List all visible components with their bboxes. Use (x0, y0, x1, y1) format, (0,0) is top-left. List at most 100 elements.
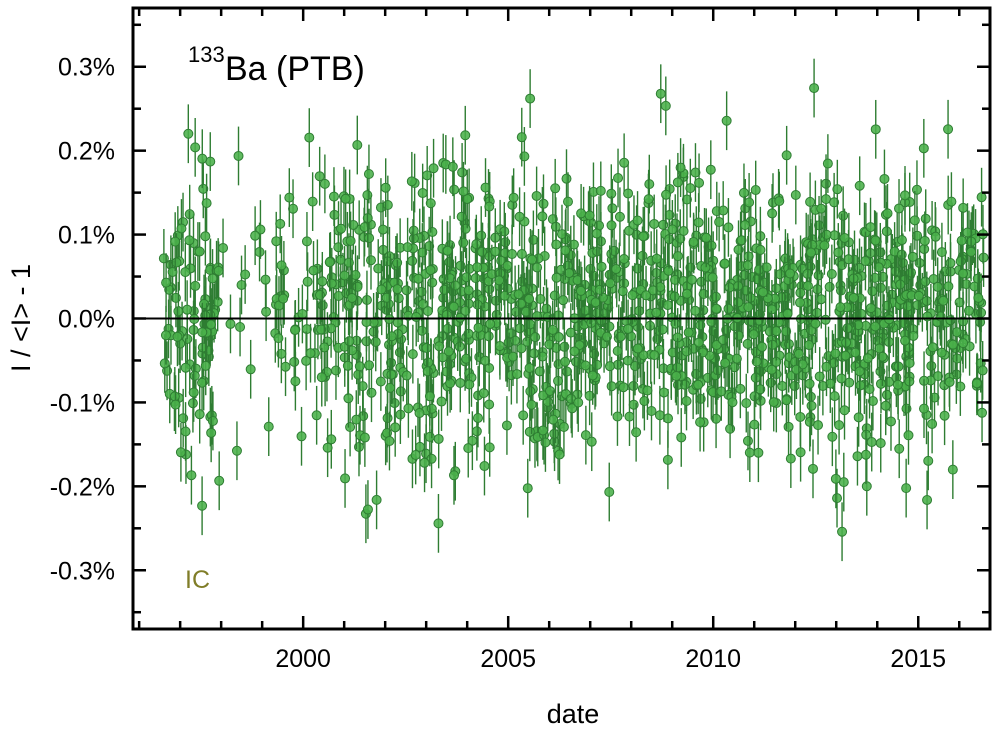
marker-circle (427, 226, 438, 237)
data-point (958, 313, 969, 373)
marker-circle (352, 140, 363, 151)
marker-circle (471, 426, 482, 437)
data-point (506, 224, 517, 284)
data-point (766, 340, 777, 400)
data-point (617, 261, 628, 321)
marker-circle (920, 276, 931, 287)
marker-circle (690, 167, 701, 178)
marker-circle (188, 387, 199, 398)
marker-circle (612, 411, 623, 422)
marker-circle (550, 183, 561, 194)
data-point (758, 262, 768, 322)
marker-circle (943, 124, 954, 135)
data-point (943, 99, 954, 159)
data-point (738, 163, 749, 223)
marker-circle (604, 321, 615, 332)
marker-circle (460, 130, 471, 141)
marker-circle (816, 294, 827, 305)
marker-circle (880, 400, 891, 411)
data-point (877, 327, 888, 387)
data-point (750, 160, 761, 220)
data-point (853, 387, 864, 447)
data-point (793, 324, 804, 384)
data-point (649, 325, 660, 385)
marker-circle (276, 260, 287, 271)
data-point (591, 204, 602, 263)
marker-circle (240, 269, 251, 280)
data-point (901, 458, 912, 518)
data-point (534, 341, 545, 401)
data-point (511, 344, 522, 404)
data-point (235, 297, 246, 357)
data-point (741, 373, 752, 433)
data-point (207, 249, 218, 308)
data-point (547, 300, 558, 360)
data-point (768, 173, 778, 232)
data-point (340, 449, 351, 508)
data-point (811, 283, 822, 343)
data-point (947, 440, 958, 499)
marker-circle (920, 213, 931, 224)
data-point (516, 224, 527, 284)
marker-circle (727, 397, 738, 408)
data-point (428, 138, 439, 198)
marker-circle (250, 230, 261, 241)
data-point (198, 159, 209, 219)
marker-circle (442, 323, 453, 334)
data-point (472, 237, 483, 297)
marker-circle (894, 443, 905, 454)
data-point (933, 346, 944, 406)
marker-circle (522, 336, 533, 347)
data-point (472, 388, 483, 448)
marker-circle (881, 389, 892, 400)
marker-circle (538, 198, 549, 209)
marker-circle (814, 371, 825, 382)
marker-circle (718, 205, 729, 216)
marker-circle (326, 434, 337, 445)
marker-circle (753, 447, 764, 458)
marker-circle (551, 272, 562, 283)
data-point (854, 156, 865, 216)
marker-circle (882, 208, 893, 219)
marker-circle (434, 341, 445, 352)
marker-circle (933, 371, 944, 382)
marker-circle (580, 430, 591, 441)
data-point (743, 277, 754, 337)
marker-circle (958, 202, 969, 213)
data-point (362, 480, 373, 539)
marker-circle (723, 222, 734, 233)
marker-circle (587, 370, 598, 381)
data-point (159, 334, 170, 393)
marker-circle (719, 258, 730, 269)
marker-circle (605, 278, 616, 289)
data-point (568, 215, 579, 274)
data-point (447, 137, 458, 197)
marker-circle (678, 226, 689, 237)
data-point (538, 174, 549, 234)
marker-circle (527, 254, 538, 265)
marker-circle (186, 470, 197, 481)
data-point (551, 248, 562, 308)
marker-circle (638, 231, 649, 242)
data-point (478, 363, 489, 423)
marker-circle (473, 322, 484, 333)
data-point (525, 69, 536, 128)
data-point (655, 64, 666, 124)
data-point (604, 336, 615, 396)
data-point (460, 105, 471, 165)
data-point (605, 253, 616, 313)
marker-circle (180, 267, 191, 278)
data-point (200, 336, 211, 396)
marker-circle (619, 253, 630, 264)
data-point (885, 392, 896, 451)
data-point (345, 211, 356, 271)
marker-circle (720, 358, 731, 369)
marker-circle (326, 278, 337, 289)
marker-circle (401, 370, 412, 381)
data-point (641, 265, 652, 325)
marker-circle (159, 358, 170, 369)
data-point (966, 222, 977, 282)
data-point (651, 283, 662, 342)
marker-circle (785, 453, 796, 464)
